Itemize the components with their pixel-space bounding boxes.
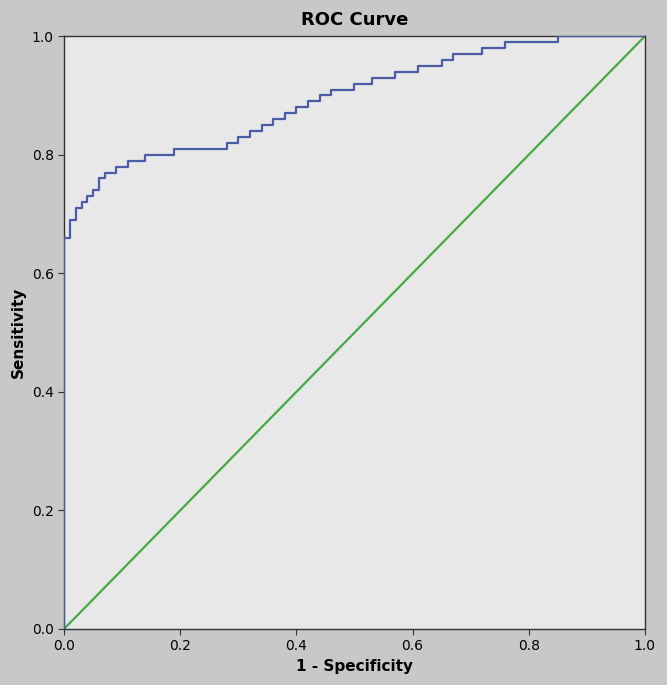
Y-axis label: Sensitivity: Sensitivity xyxy=(11,287,26,378)
X-axis label: 1 - Specificity: 1 - Specificity xyxy=(296,659,413,674)
Title: ROC Curve: ROC Curve xyxy=(301,11,408,29)
